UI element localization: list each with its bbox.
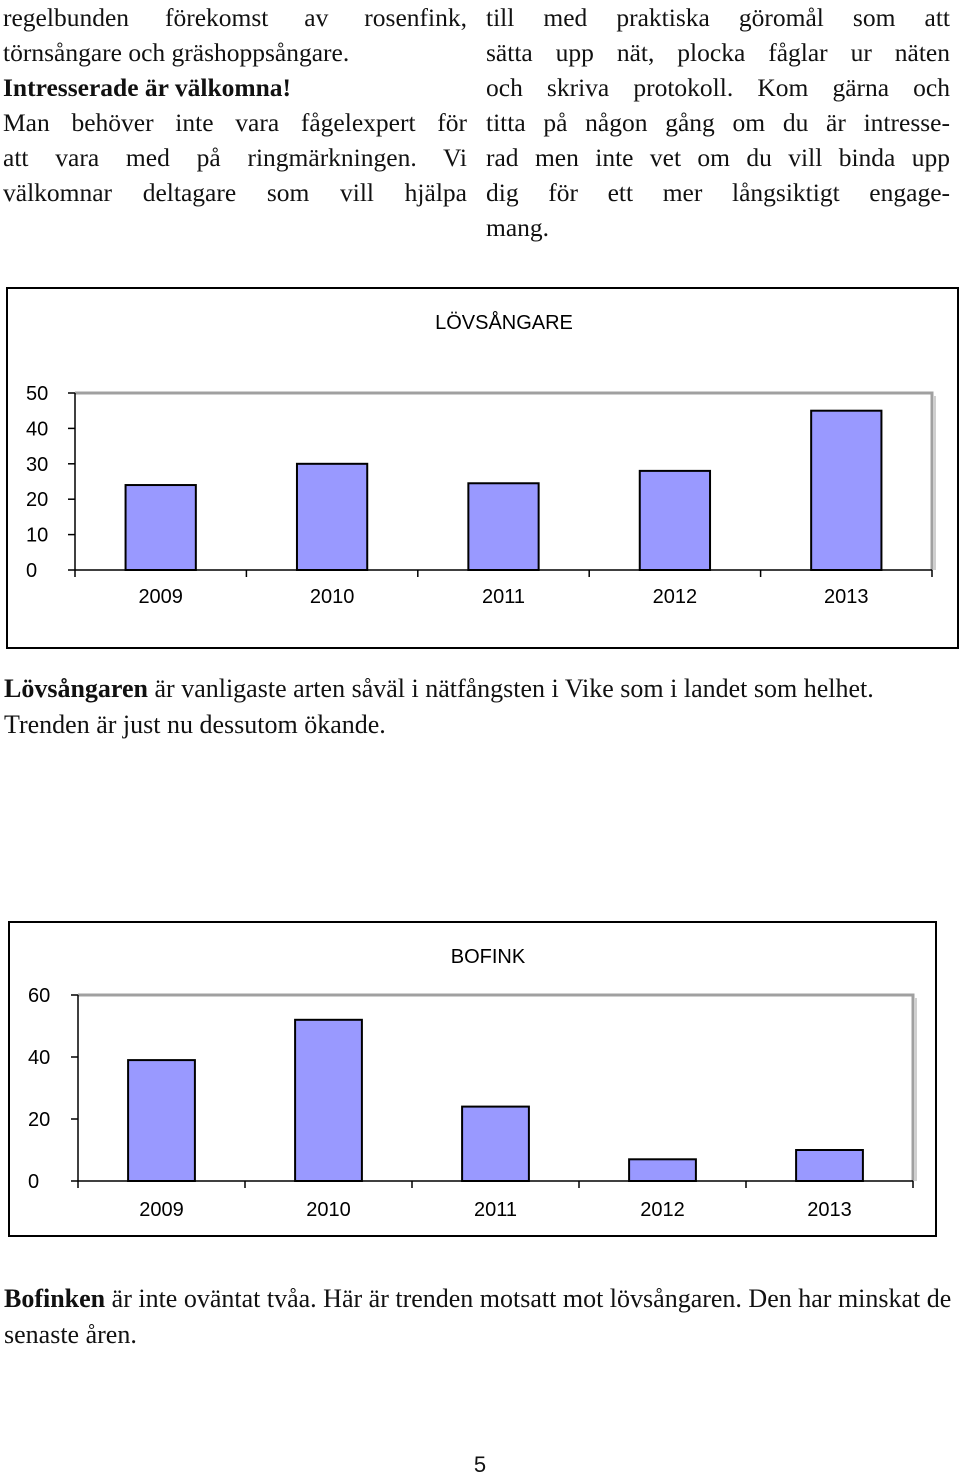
lovsangare-y-tick-label: 40: [26, 418, 48, 440]
bofink-y-tick-label: 0: [28, 1171, 39, 1193]
lovsangare-category-label: 2010: [310, 586, 355, 608]
bofink-bar-2013: [795, 1149, 864, 1182]
right-line-5: rad men inte vet om du vill binda upp: [486, 143, 950, 172]
lovsangare-category-label: 2011: [482, 586, 525, 608]
bofink-y-tick-label: 40: [28, 1047, 50, 1069]
left-line-5: välkomnar deltagare som vill hjälpa: [3, 178, 467, 207]
lovsangare-bar-2012: [638, 469, 712, 572]
right-line-7: mang.: [486, 213, 550, 242]
left-text-column: regelbunden förekomst av rosenfink, törn…: [3, 0, 467, 210]
lovsangare-bar-2013: [810, 409, 883, 571]
bofink-y-tick-label: 20: [28, 1109, 50, 1131]
lovsangare-category-label: 2013: [824, 586, 869, 608]
bofink-category-label: 2013: [807, 1199, 852, 1221]
right-line-4: titta på någon gång om du är intresse-: [486, 108, 950, 137]
bofink-bar-2009: [127, 1059, 196, 1183]
bofink-chart: BOFINK 0 20 40 60 2009 2010 2011 2012 2013: [8, 921, 937, 1237]
bofink-chart-svg: BOFINK 0 20 40 60 2009 2010 2011 2012 2013: [28, 946, 917, 1221]
lovsangare-category-label: 2012: [653, 586, 698, 608]
lovsangare-caption-bold: Lövsångaren: [4, 674, 148, 703]
lovsangare-y-tick-label: 20: [26, 489, 48, 511]
right-line-3: och skriva protokoll. Kom gärna och: [486, 73, 950, 102]
bofink-plot-border: [78, 993, 915, 1181]
bofink-bar-2012: [628, 1158, 697, 1183]
bofink-category-label: 2010: [306, 1199, 351, 1221]
lovsangare-y-tick-label: 10: [26, 525, 48, 547]
right-text-column: till med praktiska göromål som att sätta…: [486, 0, 950, 245]
left-line-4: att vara med på ringmärkningen. Vi: [3, 143, 467, 172]
bofink-bar-2010: [294, 1018, 363, 1182]
right-line-1: till med praktiska göromål som att: [486, 3, 950, 32]
lovsangare-y-tick-label: 0: [26, 560, 37, 582]
lovsangare-title: LÖVSÅNGARE: [435, 311, 573, 334]
lovsangare-caption-text: är vanligaste arten såväl i nätfångsten …: [4, 674, 874, 739]
left-line-2: törnsångare och gräshoppsångare.: [3, 38, 350, 67]
bofink-caption: Bofinken är inte oväntat tvåa. Här är tr…: [4, 1281, 954, 1353]
lovsangare-caption: Lövsångaren är vanligaste arten såväl i …: [4, 671, 954, 743]
bofink-category-label: 2009: [139, 1199, 184, 1221]
bofink-y-tick-label: 60: [28, 985, 50, 1007]
welcome-heading: Intresserade är välkomna!: [3, 73, 292, 102]
page-number: 5: [473, 1452, 487, 1477]
bofink-bar-2011: [461, 1105, 530, 1183]
lovsangare-category-label: 2009: [138, 586, 183, 608]
lovsangare-chart-svg: LÖVSÅNGARE 0 10 20 30 40 50 2009 2010 2011 2012 201…: [26, 311, 936, 608]
lovsangare-bar-2010: [295, 462, 369, 571]
lovsangare-chart: LÖVSÅNGARE 0 10 20 30 40 50 2009 2010 2011 2012 201…: [6, 287, 959, 649]
lovsangare-y-tick-label: 30: [26, 454, 48, 476]
bofink-category-label: 2011: [474, 1199, 517, 1221]
bofink-caption-bold: Bofinken: [4, 1284, 106, 1313]
bofink-category-label: 2012: [640, 1199, 685, 1221]
right-line-2: sätta upp nät, plocka fåglar ur näten: [486, 38, 950, 67]
lovsangare-bar-2011: [467, 482, 540, 572]
left-line-1: regelbunden förekomst av rosenfink,: [3, 3, 467, 32]
right-line-6: dig för ett mer långsiktigt engage-: [486, 178, 950, 207]
lovsangare-y-tick-label: 50: [26, 383, 48, 405]
left-line-3: Man behöver inte vara fågelexpert för: [3, 108, 467, 137]
lovsangare-plot-border: [75, 391, 934, 570]
lovsangare-bar-2009: [124, 484, 197, 571]
bofink-title: BOFINK: [451, 946, 526, 968]
bofink-caption-text: är inte oväntat tvåa. Här är trenden mot…: [4, 1284, 952, 1349]
